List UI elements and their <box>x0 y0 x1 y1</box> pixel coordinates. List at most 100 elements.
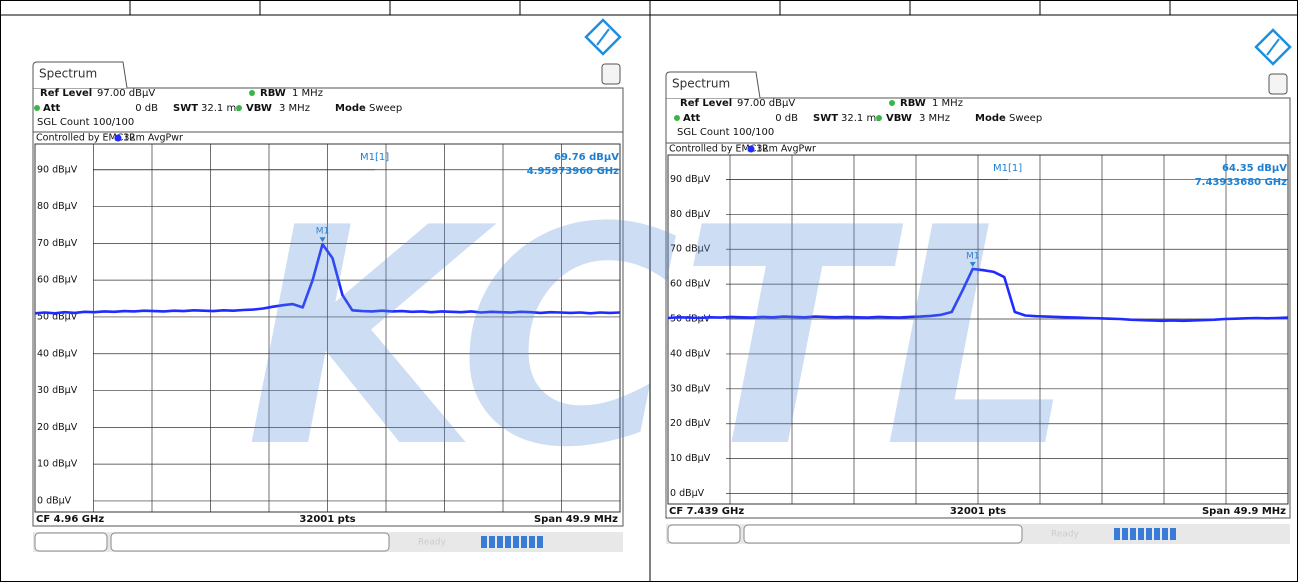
y-tick-label: 50 dBµV <box>670 314 711 325</box>
footer-left: CF 4.96 GHz <box>36 514 104 525</box>
status-box <box>743 524 1023 544</box>
progress-segment <box>1122 528 1128 540</box>
value: 1Rm AvgPwr <box>123 133 183 144</box>
marker-label: M1 <box>966 251 980 261</box>
progress-segment <box>497 536 503 548</box>
frame-icon <box>601 63 621 85</box>
frame-icon <box>1268 73 1288 95</box>
tab <box>32 61 128 89</box>
y-tick-label: 0 dBµV <box>670 488 705 499</box>
progress-segment <box>481 536 487 548</box>
y-tick-label: 10 dBµV <box>37 459 78 470</box>
progress-segment <box>1138 528 1144 540</box>
label: VBW <box>246 103 272 114</box>
value: 1Rm AvgPwr <box>756 144 816 155</box>
y-tick-label: 30 dBµV <box>670 383 711 394</box>
status-dot <box>249 90 255 96</box>
progress-segment <box>529 536 535 548</box>
marker-name: M1[1] <box>993 163 1022 174</box>
tab <box>665 71 761 99</box>
spectrum-panel: Spectrum Ref Level 97.00 dBµV RBW 1 MHz Att 0 … <box>32 18 624 552</box>
logo-slash <box>596 28 610 46</box>
marker-triangle <box>319 237 326 243</box>
status-dot <box>34 105 40 111</box>
label: Att <box>683 113 701 124</box>
tab-title: Spectrum <box>672 77 730 91</box>
y-tick-label: 40 dBµV <box>37 348 78 359</box>
trace-dot <box>114 134 122 142</box>
value: Controlled by EMC32 <box>36 133 135 144</box>
label: SWT <box>173 103 198 114</box>
label: VBW <box>886 113 912 124</box>
marker-label: M1 <box>316 227 330 237</box>
value: SGL Count 100/100 <box>677 127 774 138</box>
label: Ref Level <box>40 88 92 99</box>
spectrum-panel: Spectrum Ref Level 97.00 dBµV RBW 1 MHz Att 0 … <box>665 28 1292 544</box>
marker-name: M1[1] <box>360 152 389 163</box>
y-tick-label: 70 dBµV <box>670 244 711 255</box>
label: RBW <box>900 98 926 109</box>
status-dot <box>889 100 895 106</box>
label: Mode <box>335 103 366 114</box>
y-tick-label: 80 dBµV <box>37 201 78 212</box>
label: RBW <box>260 88 286 99</box>
status-box <box>110 532 390 552</box>
value: 97.00 dBµV <box>737 98 795 109</box>
y-tick-label: 90 dBµV <box>670 174 711 185</box>
progress-segment <box>1130 528 1136 540</box>
label: Ref Level <box>680 98 732 109</box>
value: 32.1 ms <box>841 113 881 124</box>
progress-segment <box>537 536 543 548</box>
y-tick-label: 60 dBµV <box>37 275 78 286</box>
marker-frequency: 7.43933680 GHz <box>1195 177 1287 188</box>
y-tick-label: 30 dBµV <box>37 385 78 396</box>
y-tick-label: 90 dBµV <box>37 164 78 175</box>
status-box <box>34 532 108 552</box>
y-tick-label: 80 dBµV <box>670 209 711 220</box>
label: SWT <box>813 113 838 124</box>
tab-title: Spectrum <box>39 67 97 81</box>
status: Ready <box>418 538 447 548</box>
label: Mode <box>975 113 1006 124</box>
y-tick-label: 60 dBµV <box>670 279 711 290</box>
watermark: KCTL <box>245 164 1074 513</box>
status-dot <box>674 115 680 121</box>
progress-segment <box>489 536 495 548</box>
trace <box>34 242 621 315</box>
trace <box>667 267 1289 323</box>
y-tick-label: 40 dBµV <box>670 348 711 359</box>
progress-segment <box>1146 528 1152 540</box>
progress-segment <box>1154 528 1160 540</box>
logo-slash <box>1266 38 1280 56</box>
progress-segment <box>1114 528 1120 540</box>
trace-dot <box>747 145 755 153</box>
value: Controlled by EMC32 <box>669 144 768 155</box>
value: SGL Count 100/100 <box>37 117 134 128</box>
value: 1 MHz <box>292 88 323 99</box>
value: Sweep <box>1009 113 1042 124</box>
marker-value: 69.76 dBµV <box>554 152 619 163</box>
y-tick-label: 0 dBµV <box>37 495 72 506</box>
value: 0 dB <box>135 103 158 114</box>
marker-frequency: 4.95973960 GHz <box>527 166 619 177</box>
value: 97.00 dBµV <box>97 88 155 99</box>
y-tick-label: 70 dBµV <box>37 238 78 249</box>
value: 1 MHz <box>932 98 963 109</box>
footer-right: Span 49.9 MHz <box>534 514 618 525</box>
y-tick-label: 10 dBµV <box>670 453 711 464</box>
status: Ready <box>1051 530 1080 540</box>
progress-segment <box>505 536 511 548</box>
footer-center: 32001 pts <box>950 506 1006 517</box>
progress-segment <box>513 536 519 548</box>
marker-triangle <box>969 261 976 267</box>
value: 3 MHz <box>279 103 310 114</box>
progress-segment <box>521 536 527 548</box>
status-dot <box>236 105 242 111</box>
progress-segment <box>1170 528 1176 540</box>
footer-center: 32001 pts <box>299 514 355 525</box>
marker-value: 64.35 dBµV <box>1222 163 1287 174</box>
progress-segment <box>1162 528 1168 540</box>
label: Att <box>43 103 61 114</box>
